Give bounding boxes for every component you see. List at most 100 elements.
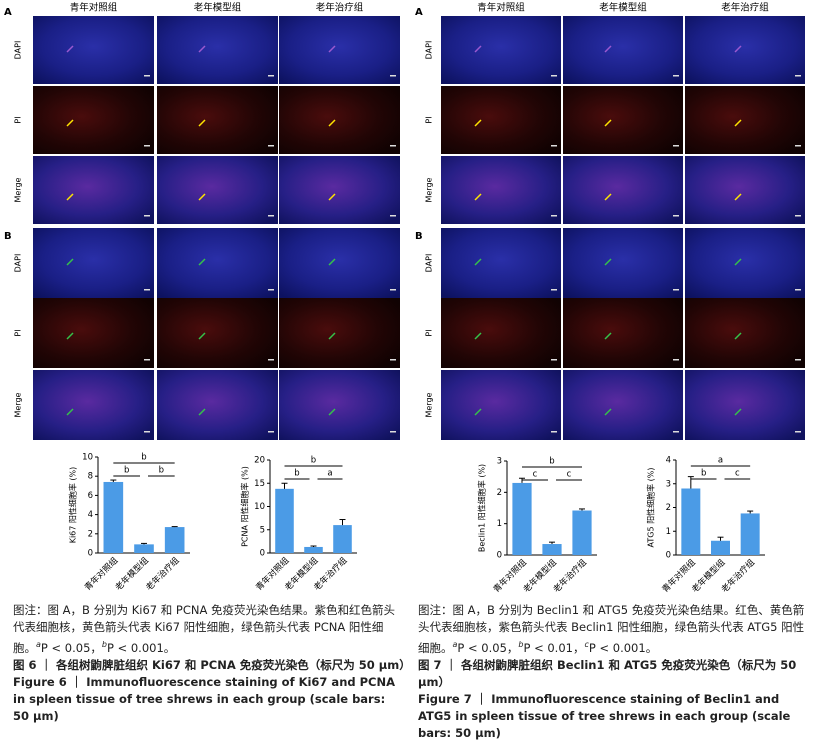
significance-label: b <box>294 469 299 479</box>
row-label: PI <box>14 116 23 123</box>
row-label: DAPI <box>14 254 23 273</box>
figure-title-en: Figure 7 ｜ Immunofluorescence staining o… <box>418 691 810 742</box>
error-bar <box>579 509 585 511</box>
figure-note: 图注：图 A，B 分别为 Ki67 和 PCNA 免疫荧光染色结果。紫色和红色箭… <box>13 602 405 657</box>
micrograph <box>279 16 400 84</box>
row-label: PI <box>14 329 23 336</box>
significance-label: b <box>159 466 164 476</box>
significance-label: c <box>533 470 538 480</box>
panel-label: B <box>4 231 12 242</box>
bar <box>741 513 760 555</box>
scale-bar <box>673 359 679 361</box>
scale-bar <box>795 431 801 433</box>
micrograph <box>563 16 683 84</box>
micrograph <box>33 86 154 154</box>
scale-bar <box>390 359 396 361</box>
stat-text: P < 0.01， <box>523 641 584 655</box>
y-tick-label: 10 <box>254 502 265 512</box>
scale-bar <box>268 359 274 361</box>
y-tick-label: 0 <box>666 551 671 561</box>
y-tick-label: 5 <box>260 525 265 535</box>
y-tick-label: 1 <box>666 527 671 537</box>
column-header: 老年模型组 <box>599 2 647 14</box>
scale-bar <box>551 289 557 291</box>
y-axis-label: ATG5 阳性细胞率 (%) <box>646 468 656 548</box>
micrograph <box>563 298 683 368</box>
bar <box>275 489 294 553</box>
scale-bar <box>144 75 150 77</box>
micrograph <box>441 156 561 224</box>
micrograph <box>157 156 278 224</box>
y-axis-label: Beclin1 阳性细胞率 (%) <box>477 464 487 552</box>
micrograph <box>685 298 805 368</box>
micrograph <box>157 86 278 154</box>
scale-bar <box>551 431 557 433</box>
scale-bar <box>144 289 150 291</box>
micrograph <box>563 228 683 298</box>
significance-label: c <box>735 469 740 479</box>
significance-label: b <box>311 456 316 466</box>
row-label: Merge <box>425 392 434 417</box>
row-label: DAPI <box>425 41 434 60</box>
significance-label: b <box>549 457 554 467</box>
scale-bar <box>268 431 274 433</box>
significance-label: a <box>327 469 332 479</box>
row-label: PI <box>425 329 434 336</box>
scale-bar <box>673 289 679 291</box>
row-label: PI <box>425 116 434 123</box>
micrograph <box>157 228 278 298</box>
y-tick-label: 2 <box>497 488 502 498</box>
stat-text: P < 0.05， <box>457 641 518 655</box>
column-header: 老年治疗组 <box>721 2 769 14</box>
scale-bar <box>390 75 396 77</box>
row-label: Merge <box>14 392 23 417</box>
column-header: 青年对照组 <box>477 2 525 14</box>
figure-title-cn: 图 7 ｜ 各组树鼩脾脏组织 Beclin1 和 ATG5 免疫荧光染色（标尺为… <box>418 657 810 691</box>
significance-label: b <box>124 466 129 476</box>
micrograph <box>279 86 400 154</box>
scale-bar <box>673 215 679 217</box>
scale-bar <box>551 215 557 217</box>
micrograph <box>157 16 278 84</box>
x-tick-label: 老年治疗组 <box>551 557 589 595</box>
bar <box>333 525 352 553</box>
scale-bar <box>144 359 150 361</box>
scale-bar <box>551 359 557 361</box>
y-tick-label: 6 <box>88 491 93 501</box>
row-label: Merge <box>425 177 434 202</box>
scale-bar <box>795 289 801 291</box>
micrograph <box>33 298 154 368</box>
scale-bar <box>795 75 801 77</box>
micrograph <box>685 370 805 440</box>
stat-text: P < 0.05， <box>41 641 102 655</box>
scale-bar <box>390 145 396 147</box>
scale-bar <box>673 75 679 77</box>
micrograph <box>563 86 683 154</box>
scale-bar <box>795 215 801 217</box>
stat-text: P < 0.001。 <box>589 641 657 655</box>
y-tick-label: 8 <box>88 472 93 482</box>
bar <box>542 544 561 555</box>
y-axis-label: Ki67 阳性细胞率 (%) <box>68 467 78 544</box>
error-bar <box>747 511 753 513</box>
scale-bar <box>551 145 557 147</box>
y-tick-label: 0 <box>88 549 93 559</box>
scale-bar <box>390 215 396 217</box>
micrograph <box>279 228 400 298</box>
column-header: 青年对照组 <box>70 2 118 14</box>
figure-title-cn: 图 6 ｜ 各组树鼩脾脏组织 Ki67 和 PCNA 免疫荧光染色（标尺为 50… <box>13 657 405 674</box>
error-bar <box>519 478 525 483</box>
micrograph <box>685 228 805 298</box>
micrograph <box>279 370 400 440</box>
scale-bar <box>390 289 396 291</box>
scale-bar <box>268 75 274 77</box>
error-bar <box>718 537 724 541</box>
bar <box>512 483 531 555</box>
y-tick-label: 4 <box>666 456 671 466</box>
scale-bar <box>144 431 150 433</box>
error-bar <box>282 483 288 489</box>
error-bar <box>549 542 555 544</box>
bar <box>165 527 185 553</box>
bar <box>572 511 591 555</box>
y-axis-label: PCNA 阳性细胞率 (%) <box>240 466 250 547</box>
